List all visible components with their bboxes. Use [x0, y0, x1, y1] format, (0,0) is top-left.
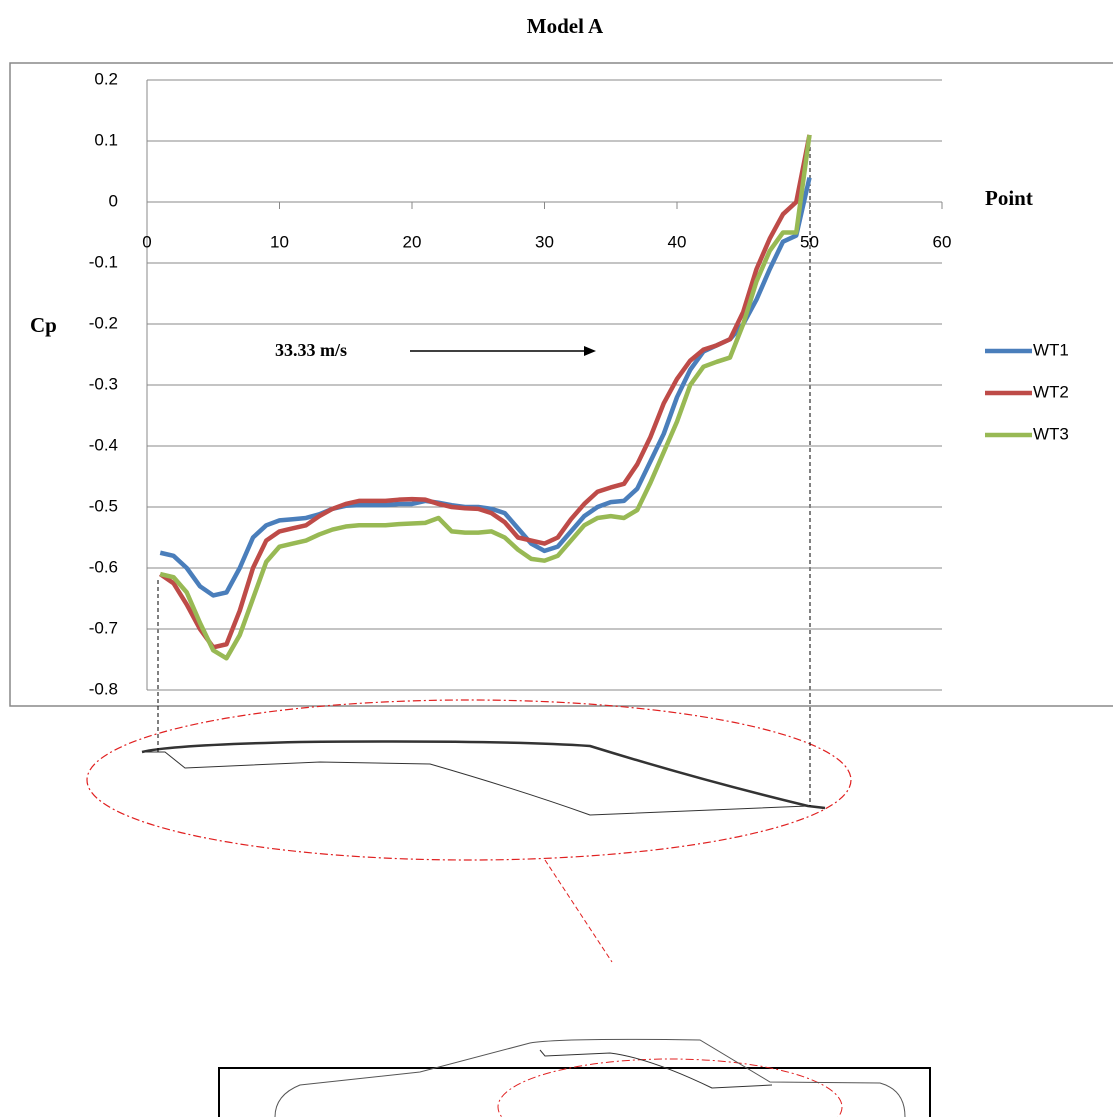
legend-label: WT3: [1033, 424, 1069, 443]
x-tick-label: 40: [668, 232, 687, 251]
x-tick-label: 20: [403, 232, 422, 251]
x-axis-label: Point: [985, 186, 1033, 210]
y-tick-label: -0.6: [89, 557, 118, 576]
x-tick-label: 50: [800, 232, 819, 251]
y-tick-label: -0.2: [89, 313, 118, 332]
y-tick-label: -0.3: [89, 374, 118, 393]
series-line: [158, 134, 812, 650]
y-axis-label: Cp: [30, 313, 57, 337]
x-tick-label: 0: [142, 232, 151, 251]
series-line: [159, 134, 812, 661]
annotation: 33.33 m/s: [275, 340, 347, 360]
chart-title: Model A: [527, 14, 604, 38]
y-tick-label: -0.1: [89, 252, 118, 271]
car-section: [86, 140, 931, 1117]
y-tick-label: -0.7: [89, 618, 118, 637]
y-tick-label: -0.4: [89, 435, 118, 454]
legend-label: WT2: [1033, 382, 1069, 401]
x-tick-label: 10: [270, 232, 289, 251]
y-tick-label: 0.1: [94, 130, 118, 149]
series-line: [159, 177, 812, 598]
y-tick-label: 0: [109, 191, 118, 210]
y-tick-label: -0.5: [89, 496, 118, 515]
y-tick-label: -0.8: [89, 679, 118, 698]
x-tick-label: 30: [535, 232, 554, 251]
x-tick-label: 60: [933, 232, 952, 251]
arrow-head: [584, 346, 596, 356]
chart-border: [9, 62, 1113, 707]
legend-label: WT1: [1033, 340, 1069, 359]
y-tick-label: 0.2: [94, 69, 118, 88]
